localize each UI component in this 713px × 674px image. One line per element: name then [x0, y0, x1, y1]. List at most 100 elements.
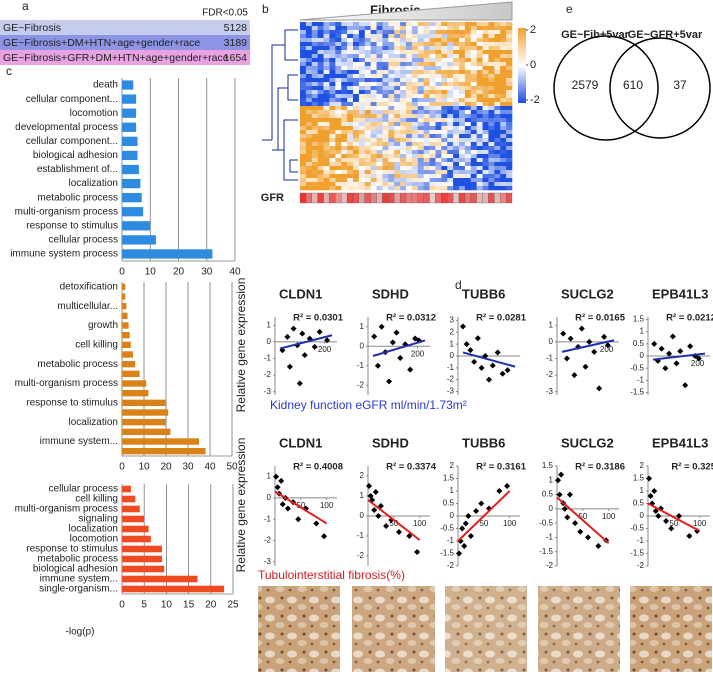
heatmap-cell	[358, 166, 366, 171]
heatmap-cell	[447, 30, 454, 35]
heatmap-cell	[341, 166, 348, 171]
point	[393, 329, 400, 336]
panel-label: d	[455, 278, 462, 292]
heatmap-cell	[435, 134, 442, 139]
heatmap-cell	[482, 150, 489, 155]
heatmap-cell	[459, 114, 466, 119]
heatmap-cell	[406, 162, 413, 167]
heatmap-cell	[388, 118, 395, 123]
heatmap-cell	[317, 70, 324, 75]
heatmap-cell	[464, 94, 472, 99]
heatmap-cell	[317, 102, 324, 107]
heatmap-cell	[364, 170, 371, 175]
heatmap-cell	[370, 142, 377, 147]
point	[313, 520, 320, 527]
heatmap-cell	[382, 182, 389, 187]
heatmap-cell	[464, 118, 472, 123]
y-tick-label: 0	[267, 493, 272, 502]
point	[324, 337, 331, 344]
heatmap-cell	[347, 106, 354, 111]
heatmap-cell	[376, 114, 383, 119]
heatmap-cell	[311, 94, 318, 99]
heatmap-cell	[411, 98, 419, 103]
heatmap-cell	[423, 102, 430, 107]
heatmap-cell	[506, 74, 513, 79]
heatmap-cell	[358, 122, 366, 127]
heatmap-cell	[323, 54, 330, 59]
trend-line	[462, 351, 516, 368]
point	[673, 360, 680, 367]
heatmap-cell	[394, 154, 401, 159]
heatmap-cell	[417, 150, 424, 155]
heatmap-cell	[370, 114, 377, 119]
x-tick-label: 100	[320, 501, 334, 510]
heatmap-cell	[447, 34, 454, 39]
heatmap-cell	[400, 74, 407, 79]
y-tick-label: -1	[546, 533, 554, 542]
plot-title: CLDN1	[279, 286, 322, 301]
heatmap-cell	[488, 158, 495, 163]
heatmap-cell	[364, 62, 371, 67]
heatmap-cell	[459, 110, 466, 115]
heatmap-cell	[300, 102, 307, 107]
heatmap-cell	[459, 142, 466, 147]
heatmap-cell	[482, 130, 489, 135]
heatmap-cell	[488, 142, 495, 147]
heatmap-cell	[370, 186, 377, 191]
y-tick-label: 0.5	[443, 499, 455, 508]
heatmap-cell	[476, 38, 483, 43]
heatmap-cell	[506, 22, 513, 27]
heatmap-cell	[441, 106, 448, 111]
heatmap-cell	[311, 62, 318, 67]
heatmap-cell	[441, 138, 448, 143]
heatmap-cell	[300, 166, 307, 171]
heatmap-cell	[453, 178, 460, 183]
heatmap-cell	[347, 178, 354, 183]
heatmap-cell	[429, 58, 436, 63]
gfr-cell	[346, 192, 354, 204]
heatmap-cell	[317, 98, 324, 103]
heatmap-cell	[459, 30, 466, 35]
heatmap-cell	[311, 70, 318, 75]
heatmap-cell	[500, 70, 507, 75]
y-tick-label: biological adhesion	[33, 150, 118, 161]
heatmap-cell	[459, 126, 466, 131]
heatmap-cell	[305, 22, 313, 27]
heatmap-cell	[358, 34, 366, 39]
point	[383, 523, 390, 529]
heatmap-cell	[435, 182, 442, 187]
heatmap-cell	[370, 82, 377, 87]
heatmap-cell	[353, 170, 360, 175]
point	[651, 340, 658, 347]
table-cell: 5128	[224, 22, 248, 34]
heatmap-cell	[488, 82, 495, 87]
heatmap-cell	[305, 122, 313, 127]
heatmap-cell	[447, 166, 454, 171]
heatmap-cell	[317, 182, 324, 187]
heatmap-cell	[300, 170, 307, 175]
heatmap-cell	[459, 98, 466, 103]
heatmap-cell	[353, 158, 360, 163]
heatmap-cell	[500, 142, 507, 147]
heatmap-cell	[341, 38, 348, 43]
plot-title: SDHD	[372, 286, 409, 301]
heatmap-cell	[400, 174, 407, 179]
y-tick-label: -2	[357, 551, 365, 560]
bar	[122, 341, 131, 349]
heatmap-cell	[341, 106, 348, 111]
heatmap-cell	[459, 158, 466, 163]
heatmap-cell	[494, 186, 501, 191]
heatmap-cell	[500, 158, 507, 163]
heatmap-cell	[476, 58, 483, 63]
heatmap-cell	[447, 102, 454, 107]
heatmap-cell	[400, 90, 407, 95]
table-row-bg	[0, 20, 250, 35]
heatmap-cell	[411, 150, 419, 155]
heatmap-cell	[400, 66, 407, 71]
heatmap-cell	[341, 66, 348, 71]
heatmap-cell	[370, 158, 377, 163]
y-tick-label: -0.5	[630, 524, 644, 533]
heatmap-cell	[300, 34, 307, 39]
heatmap-cell	[335, 34, 342, 39]
heatmap-cell	[482, 86, 489, 91]
